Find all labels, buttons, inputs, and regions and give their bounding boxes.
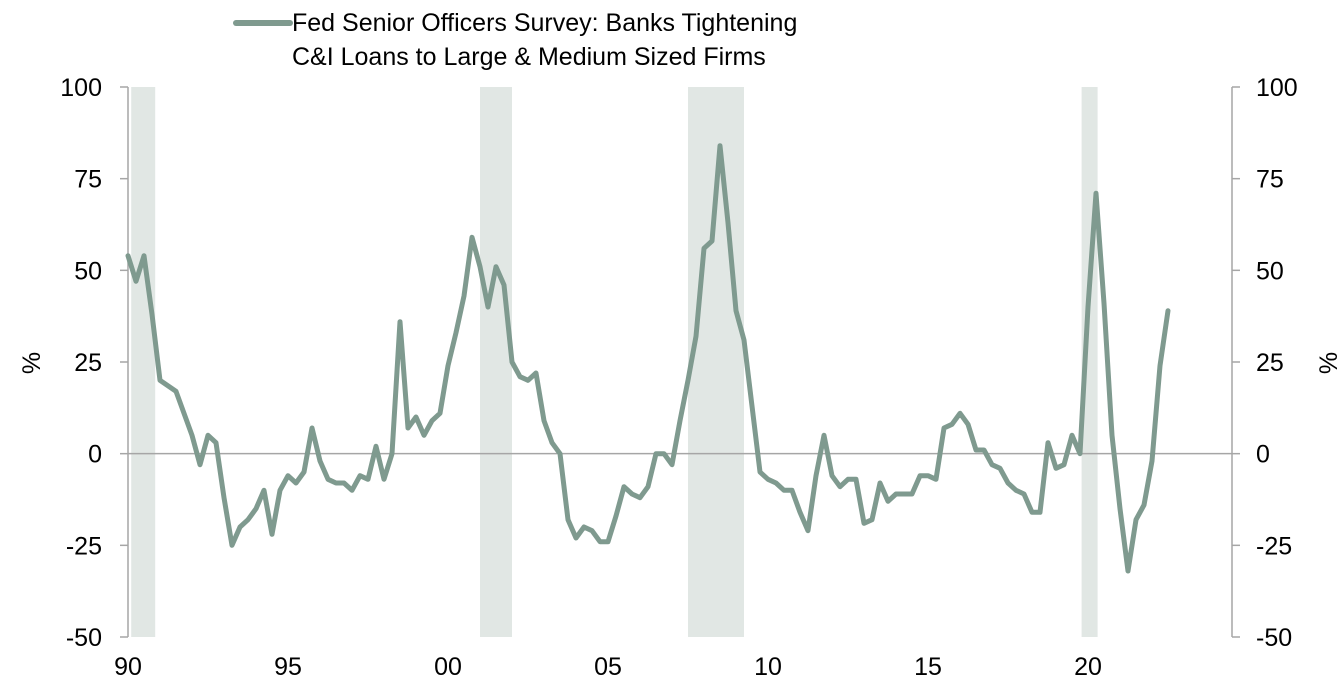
x-tick-labels: 90 95 00 05 10 15 20 bbox=[114, 653, 1102, 681]
series-group bbox=[125, 143, 1171, 574]
x-tick-label: 10 bbox=[754, 653, 782, 681]
legend: Fed Senior Officers Survey: Banks Tighte… bbox=[233, 9, 797, 71]
left-y-axis-label: % bbox=[18, 352, 46, 374]
right-y-tick-label: 50 bbox=[1256, 257, 1284, 285]
left-y-tick-label: 75 bbox=[74, 166, 102, 194]
right-y-axis-label: % bbox=[1315, 352, 1343, 374]
right-y-tick-labels: 100 75 50 25 0 -25 -50 bbox=[1256, 74, 1298, 652]
left-y-tick-label: 0 bbox=[88, 441, 102, 469]
legend-label: Fed Senior Officers Survey: Banks Tighte… bbox=[292, 9, 797, 71]
left-y-tick-label: 100 bbox=[60, 74, 102, 102]
recession-shading bbox=[131, 87, 1098, 637]
x-tick-label: 95 bbox=[274, 653, 302, 681]
x-tick-label: 20 bbox=[1074, 653, 1102, 681]
left-y-tick-labels: 100 75 50 25 0 -25 -50 bbox=[60, 74, 102, 652]
left-y-tick-label: 50 bbox=[74, 257, 102, 285]
legend-label-line: Fed Senior Officers Survey: Banks Tighte… bbox=[292, 9, 797, 37]
right-y-tick-label: 0 bbox=[1256, 441, 1270, 469]
right-y-tick-label: 100 bbox=[1256, 74, 1298, 102]
legend-label-line: C&I Loans to Large & Medium Sized Firms bbox=[292, 43, 766, 71]
recession-band bbox=[480, 87, 512, 637]
right-y-tick-label: 75 bbox=[1256, 166, 1284, 194]
right-y-tick-label: -25 bbox=[1256, 532, 1292, 560]
left-y-tick-label: -25 bbox=[66, 532, 102, 560]
right-y-tick-label: 25 bbox=[1256, 349, 1284, 377]
recession-band bbox=[131, 87, 156, 637]
right-y-tick-label: -50 bbox=[1256, 624, 1292, 652]
x-tick-label: 00 bbox=[434, 653, 462, 681]
tick-marks bbox=[120, 86, 1240, 638]
series-line bbox=[125, 143, 1171, 574]
x-tick-label: 05 bbox=[594, 653, 622, 681]
left-y-tick-label: -50 bbox=[66, 624, 102, 652]
left-y-tick-label: 25 bbox=[74, 349, 102, 377]
x-tick-label: 15 bbox=[914, 653, 942, 681]
x-tick-label: 90 bbox=[114, 653, 142, 681]
